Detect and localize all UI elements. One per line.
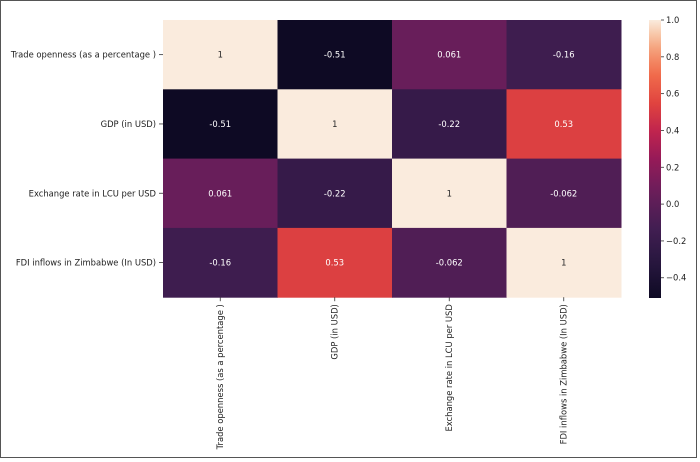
y-axis-tick-labels: Trade openness (as a percentage ) GDP (in…	[10, 50, 163, 268]
heatmap-cell-r3-c1	[277, 227, 393, 298]
heatmap-annotation-r0-c3: -0.16	[553, 50, 575, 60]
heatmap-cell-r0-c2	[392, 20, 507, 90]
heatmap-cell-r3-c3	[506, 227, 622, 298]
heatmap-cell-r2-c0	[163, 158, 278, 229]
colorbar-gradient	[649, 20, 661, 298]
colorbar-tick-label-1: −0.2	[666, 236, 686, 246]
x-tick-label-3: FDI inflows in Zimbabwe (In USD)	[559, 304, 569, 444]
colorbar-tick-label-0: −0.4	[666, 273, 686, 283]
heatmap-annotation-r2-c2: 1	[447, 188, 452, 198]
colorbar-tick-label-3: 0.2	[666, 162, 679, 172]
heatmap-cell-r2-c1	[277, 158, 393, 229]
heatmap-cell-r1-c1	[277, 89, 393, 160]
heatmap-cells	[163, 20, 622, 298]
heatmap-annotation-r1-c2: -0.22	[438, 119, 460, 129]
heatmap-annotation-r3-c3: 1	[561, 258, 566, 268]
y-tick-label-2: Exchange rate in LCU per USD	[29, 188, 156, 198]
heatmap-annotation-r0-c1: -0.51	[324, 50, 346, 60]
heatmap-cell-r3-c2	[392, 227, 507, 298]
heatmap-cell-r0-c0	[163, 20, 278, 90]
colorbar-tick-label-5: 0.6	[666, 89, 679, 99]
y-tick-label-1: GDP (in USD)	[101, 119, 156, 129]
heatmap-annotations: 1 -0.51 0.061 -0.16 -0.51 1 -0.22 0.53 0.061 -0.2…	[208, 50, 577, 268]
heatmap-cell-r1-c0	[163, 89, 278, 160]
heatmap-cell-r0-c3	[506, 20, 622, 90]
heatmap-cell-r0-c1	[277, 20, 393, 90]
heatmap-annotation-r2-c0: 0.061	[208, 188, 232, 198]
y-tick-label-3: FDI inflows in Zimbabwe (In USD)	[16, 258, 156, 268]
x-tick-label-0: Trade openness (as a percentage )	[215, 304, 225, 450]
heatmap-annotation-r3-c0: -0.16	[209, 258, 231, 268]
heatmap-annotation-r1-c3: 0.53	[554, 119, 573, 129]
heatmap-annotation-r3-c2: -0.062	[436, 258, 463, 268]
colorbar-tick-label-6: 0.8	[666, 52, 679, 62]
heatmap-annotation-r2-c1: -0.22	[324, 188, 346, 198]
colorbar-tick-label-2: 0.0	[666, 199, 679, 209]
x-tick-label-2: Exchange rate in LCU per USD	[444, 304, 454, 431]
heatmap-annotation-r0-c2: 0.061	[437, 50, 461, 60]
heatmap-annotation-r3-c1: 0.53	[325, 258, 344, 268]
colorbar-tick-label-7: 1.0	[666, 15, 679, 25]
x-tick-label-1: GDP (in USD)	[330, 304, 340, 359]
heatmap-cell-r2-c3	[506, 158, 622, 229]
colorbar-tick-label-4: 0.4	[666, 125, 679, 135]
heatmap-annotation-r1-c1: 1	[332, 119, 337, 129]
heatmap-annotation-r1-c0: -0.51	[209, 119, 231, 129]
y-tick-label-0: Trade openness (as a percentage )	[10, 50, 156, 60]
heatmap-cell-r1-c3	[506, 89, 622, 160]
heatmap-cell-r1-c2	[392, 89, 507, 160]
heatmap-annotation-r2-c3: -0.062	[550, 188, 577, 198]
heatmap-cell-r3-c0	[163, 227, 278, 298]
heatmap-cell-r2-c2	[392, 158, 507, 229]
colorbar: −0.4 −0.2 0.0 0.2 0.4 0.6 0.8 1.0	[649, 15, 686, 298]
heatmap-annotation-r0-c0: 1	[218, 50, 223, 60]
x-axis-tick-labels: Trade openness (as a percentage ) GDP (in…	[215, 297, 569, 450]
